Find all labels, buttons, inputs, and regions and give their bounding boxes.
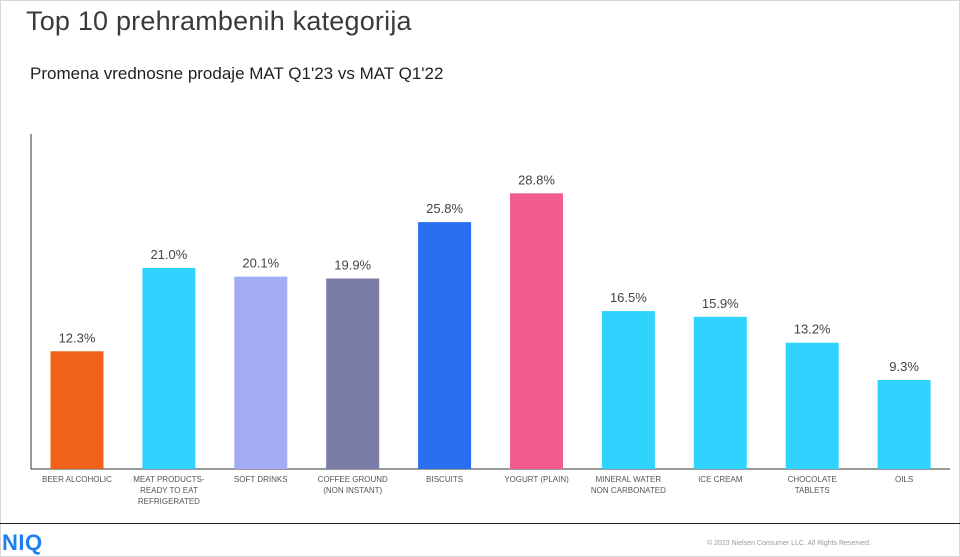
data-label: 16.5% <box>610 290 647 305</box>
data-label: 12.3% <box>59 330 96 345</box>
bar <box>693 316 747 469</box>
category-tick-label: ICE CREAM <box>698 475 743 484</box>
copyright-text: © 2023 Nielsen Consumer LLC. All Rights … <box>707 540 871 547</box>
bar <box>418 222 472 469</box>
bar <box>601 311 655 469</box>
category-tick-label: CHOCOLATE TABLETS <box>788 475 837 495</box>
bar <box>510 193 563 470</box>
data-label: 20.1% <box>242 256 279 271</box>
data-label: 15.9% <box>702 296 739 311</box>
data-label: 28.8% <box>518 172 555 187</box>
footer-divider <box>0 523 960 524</box>
bar-chart: 12.3% BEER ALCOHOLIC 21.0% MEAT PRODUCTS-RE… <box>30 134 950 506</box>
bar <box>785 342 839 469</box>
category-tick-label: BISCUITS <box>426 475 463 484</box>
category-tick-label: MEAT PRODUCTS-READY TO EAT REFRIGERATED <box>133 475 205 506</box>
data-label: 19.9% <box>334 258 371 273</box>
niq-logo: NIQ <box>2 530 43 555</box>
data-label: 9.3% <box>889 359 919 374</box>
data-label: 21.0% <box>150 247 187 262</box>
category-tick-label: YOGURT (PLAIN) <box>504 475 569 484</box>
bar <box>877 380 931 469</box>
chart-subtitle: Promena vrednosne prodaje MAT Q1'23 vs M… <box>30 64 444 83</box>
page-title: Top 10 prehrambenih kategorija <box>26 6 412 36</box>
data-label: 25.8% <box>426 201 463 216</box>
category-tick-label: SOFT DRINKS <box>234 475 288 484</box>
category-tick-label: BEER ALCOHOLIC <box>42 475 112 484</box>
category-tick-label: MINERAL WATER NON CARBONATED <box>591 475 666 495</box>
bar <box>142 268 196 469</box>
category-tick-label: OILS <box>895 475 913 484</box>
bar <box>234 276 288 469</box>
bar <box>326 278 380 469</box>
data-label: 13.2% <box>794 322 831 337</box>
category-tick-label: COFFEE GROUND (NON INSTANT) <box>318 475 388 495</box>
bar <box>50 351 104 469</box>
